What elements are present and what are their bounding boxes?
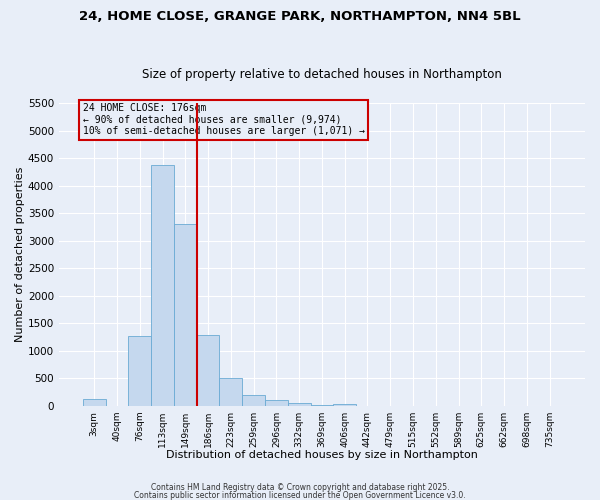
Text: 24, HOME CLOSE, GRANGE PARK, NORTHAMPTON, NN4 5BL: 24, HOME CLOSE, GRANGE PARK, NORTHAMPTON… [79,10,521,23]
Bar [83,399,106,406]
Bar [220,378,242,406]
Text: Contains public sector information licensed under the Open Government Licence v3: Contains public sector information licen… [134,491,466,500]
Title: Size of property relative to detached houses in Northampton: Size of property relative to detached ho… [142,68,502,81]
Bar [311,405,334,406]
X-axis label: Distribution of detached houses by size in Northampton: Distribution of detached houses by size … [166,450,478,460]
Bar [265,400,288,406]
Bar [174,224,197,406]
Bar [197,336,220,406]
Bar [334,404,356,406]
Bar [151,164,174,406]
Text: Contains HM Land Registry data © Crown copyright and database right 2025.: Contains HM Land Registry data © Crown c… [151,484,449,492]
Text: 24 HOME CLOSE: 176sqm
← 90% of detached houses are smaller (9,974)
10% of semi-d: 24 HOME CLOSE: 176sqm ← 90% of detached … [83,103,365,136]
Bar [288,403,311,406]
Bar [128,336,151,406]
Y-axis label: Number of detached properties: Number of detached properties [15,167,25,342]
Bar [242,395,265,406]
